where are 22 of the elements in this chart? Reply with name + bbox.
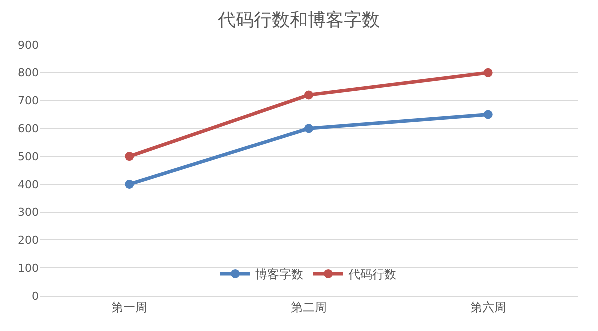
x-tick-label: 第六周: [470, 300, 506, 314]
y-tick-label: 200: [18, 234, 39, 248]
y-tick-label: 400: [18, 178, 39, 192]
y-tick-label: 700: [18, 94, 39, 108]
x-tick-label: 第二周: [291, 300, 327, 314]
y-tick-label: 0: [32, 290, 39, 303]
y-tick-label: 800: [18, 66, 39, 80]
point: [304, 90, 314, 100]
point: [484, 110, 493, 120]
y-tick-label: 100: [18, 262, 39, 275]
chart-title: 代码行数和博客字数: [217, 10, 380, 31]
y-tick-label: 500: [18, 150, 39, 164]
point: [125, 180, 134, 189]
point: [484, 68, 493, 78]
point: [304, 124, 314, 134]
x-tick-label: 第一周: [112, 300, 148, 314]
y-tick-label: 900: [18, 38, 39, 52]
legend-label: 博客字数: [256, 268, 304, 282]
point: [125, 152, 134, 162]
y-tick-label: 300: [18, 206, 39, 220]
y-tick-label: 600: [18, 122, 39, 136]
legend-label: 代码行数: [348, 268, 396, 282]
